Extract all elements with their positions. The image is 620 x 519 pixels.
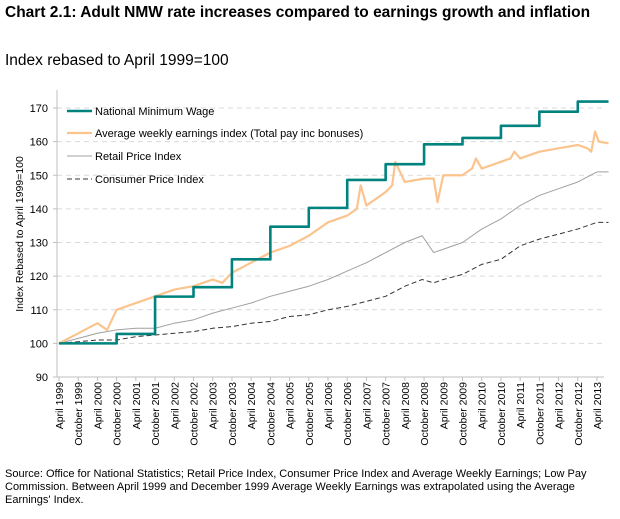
- y-tick-label: 120: [30, 271, 48, 283]
- x-tick-label: April 2009: [438, 382, 450, 429]
- x-tick-label: October 2003: [227, 382, 239, 446]
- x-tick-label: October 2000: [112, 382, 124, 446]
- x-tick-label: April 2001: [131, 382, 143, 429]
- legend-label: Consumer Price Index: [95, 174, 204, 186]
- legend-label: National Minimum Wage: [95, 106, 214, 118]
- x-tick-label: October 2011: [534, 382, 546, 445]
- x-tick-label: April 2002: [169, 382, 181, 429]
- x-tick-label: October 2009: [458, 382, 470, 446]
- x-tick-label: April 1999: [54, 382, 66, 429]
- legend-label: Average weekly earnings index (Total pay…: [95, 128, 363, 140]
- x-tick-label: April 2012: [554, 382, 566, 429]
- x-tick-label: October 2010: [496, 382, 508, 446]
- y-tick-label: 160: [30, 137, 48, 149]
- x-tick-label: April 2013: [592, 382, 604, 429]
- chart-subtitle: Index rebased to April 1999=100: [5, 52, 229, 69]
- x-tick-label: October 2008: [419, 382, 431, 446]
- series-line-national-minimum-wage: [59, 100, 609, 345]
- x-tick-label: April 2000: [92, 382, 104, 429]
- x-tick-label: April 2011: [515, 382, 527, 429]
- y-tick-label: 150: [30, 170, 48, 182]
- x-tick-label: April 2008: [400, 382, 412, 429]
- x-tick-label: April 2007: [361, 382, 373, 429]
- series-line-average-weekly-earnings-index-total-pay-inc-bonuses-: [58, 130, 609, 345]
- x-tick-label: October 1999: [73, 382, 85, 446]
- y-tick-label: 90: [36, 372, 48, 384]
- x-tick-label: October 2001: [150, 382, 162, 446]
- y-tick-label: 100: [30, 338, 48, 350]
- y-tick-label: 170: [30, 103, 48, 115]
- y-tick-label: 140: [30, 204, 48, 216]
- chart-title: Chart 2.1: Adult NMW rate increases comp…: [5, 4, 591, 21]
- x-tick-label: April 2010: [477, 382, 489, 429]
- x-tick-label: October 2012: [573, 382, 585, 446]
- x-tick-label: April 2005: [285, 382, 297, 429]
- x-tick-label: October 2002: [189, 382, 201, 446]
- x-tick-label: October 2006: [342, 382, 354, 446]
- source-note: Source: Office for National Statistics; …: [5, 468, 587, 506]
- x-tick-label: April 2004: [246, 382, 258, 429]
- legend-label: Retail Price Index: [95, 151, 182, 163]
- y-tick-label: 130: [30, 238, 48, 250]
- x-tick-label: October 2004: [265, 382, 277, 446]
- y-tick-label: 110: [30, 305, 48, 317]
- series-line-retail-price-index: [58, 171, 609, 344]
- series-line-consumer-price-index: [58, 221, 609, 344]
- x-tick-label: April 2006: [323, 382, 335, 429]
- y-axis-title: Index Rebased to April 1999=100: [14, 156, 26, 312]
- x-tick-label: October 2005: [304, 382, 316, 446]
- x-tick-label: October 2007: [381, 382, 393, 446]
- x-tick-label: April 2003: [208, 382, 220, 429]
